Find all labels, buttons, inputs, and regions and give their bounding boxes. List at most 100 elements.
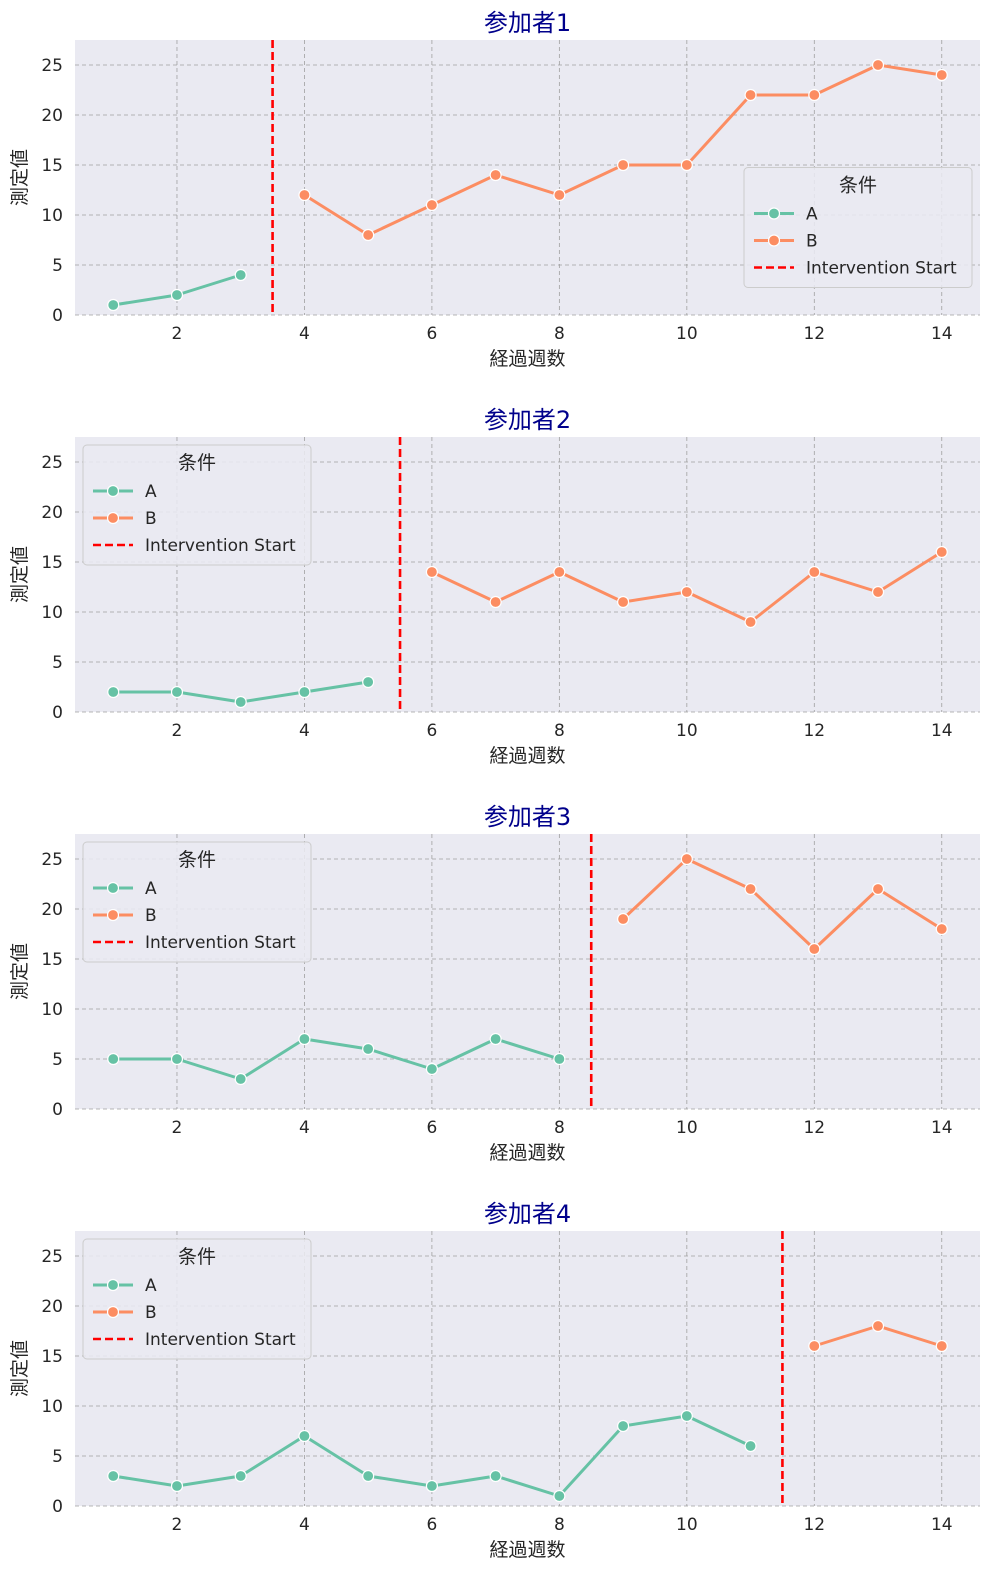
y-tick-label: 20 xyxy=(41,1297,63,1317)
data-point-B xyxy=(935,545,948,559)
y-tick-label: 5 xyxy=(52,1050,63,1070)
chart-panel-1: 2 4 6 8 10 12 14 0 5 10 15 20 25 参加者1 経過週数 測定値 条件 AB Inter… xyxy=(9,9,980,370)
data-point-B xyxy=(680,585,693,599)
data-point-A xyxy=(616,1419,630,1433)
data-point-A xyxy=(489,1032,502,1046)
data-point-A xyxy=(553,1052,566,1066)
data-point-A xyxy=(362,1469,375,1483)
y-tick-label: 10 xyxy=(41,603,63,623)
x-tick-label: 2 xyxy=(172,1118,183,1138)
legend-marker-B xyxy=(767,234,781,247)
legend-marker-A xyxy=(767,207,781,220)
data-point-B xyxy=(362,228,375,242)
legend-box xyxy=(82,841,312,963)
legend: 条件 AB Intervention Start xyxy=(82,841,312,963)
data-point-B xyxy=(808,565,821,579)
data-point-B xyxy=(680,158,693,172)
data-point-A xyxy=(425,1062,439,1076)
data-point-B xyxy=(298,188,311,202)
x-tick-label: 10 xyxy=(676,1515,698,1535)
x-tick-label: 4 xyxy=(299,1118,310,1138)
chart-title: 参加者3 xyxy=(484,803,571,831)
x-tick-label: 8 xyxy=(554,324,565,344)
data-point-A xyxy=(234,268,247,282)
legend-label: Intervention Start xyxy=(145,933,296,953)
legend-label: Intervention Start xyxy=(145,1330,296,1350)
data-point-B xyxy=(935,68,948,82)
legend-label: B xyxy=(145,906,157,926)
data-point-B xyxy=(744,615,757,629)
data-point-B xyxy=(871,882,885,896)
x-tick-label: 14 xyxy=(931,324,953,344)
y-tick-label: 15 xyxy=(41,1347,63,1367)
data-point-B xyxy=(871,585,885,599)
data-point-A xyxy=(107,685,120,699)
x-tick-label: 14 xyxy=(931,1118,953,1138)
legend-box xyxy=(743,167,973,288)
y-tick-label: 15 xyxy=(41,553,63,573)
legend-marker-B xyxy=(106,511,120,525)
y-tick-label: 5 xyxy=(52,653,63,673)
x-tick-label: 14 xyxy=(931,1515,953,1535)
y-tick-label: 10 xyxy=(41,1397,63,1417)
data-point-B xyxy=(935,922,948,936)
data-point-A xyxy=(107,298,120,312)
x-tick-label: 8 xyxy=(554,1515,565,1535)
legend-label: A xyxy=(145,879,157,899)
data-point-A xyxy=(234,1072,247,1086)
data-point-B xyxy=(489,595,502,609)
series-line-B xyxy=(622,857,943,951)
legend-label: B xyxy=(806,232,818,252)
legend-marker-A xyxy=(106,881,120,895)
chart-panel-3: 2 4 6 8 10 12 14 0 5 10 15 20 25 参加者3 経過週数 測定値 条件 AB Inter… xyxy=(9,803,980,1164)
y-tick-label: 0 xyxy=(52,306,63,326)
legend: 条件 AB Intervention Start xyxy=(82,1238,312,1360)
data-point-B xyxy=(744,88,757,102)
data-point-B xyxy=(935,1339,948,1353)
data-point-A xyxy=(553,1489,566,1503)
y-axis-label: 測定値 xyxy=(9,546,31,603)
data-point-B xyxy=(616,158,630,172)
data-point-B xyxy=(616,912,630,926)
data-point-B xyxy=(808,88,821,102)
x-tick-label: 10 xyxy=(676,324,698,344)
data-point-A xyxy=(298,685,311,699)
legend-label: A xyxy=(145,1276,157,1296)
y-tick-label: 15 xyxy=(41,156,63,176)
legend-label: B xyxy=(145,509,157,529)
data-point-A xyxy=(744,1439,757,1453)
x-tick-label: 6 xyxy=(426,324,437,344)
data-point-B xyxy=(425,198,439,212)
y-tick-label: 10 xyxy=(41,206,63,226)
data-point-B xyxy=(808,1339,821,1353)
data-point-A xyxy=(489,1469,502,1483)
y-tick-label: 0 xyxy=(52,703,63,723)
data-point-A xyxy=(170,1479,184,1493)
data-point-B xyxy=(871,58,885,72)
data-point-B xyxy=(744,882,757,896)
y-axis-label: 測定値 xyxy=(9,943,31,1000)
x-tick-label: 6 xyxy=(426,1515,437,1535)
legend-label: A xyxy=(145,482,157,502)
data-point-A xyxy=(425,1479,439,1493)
data-point-A xyxy=(298,1032,311,1046)
legend-marker-A xyxy=(106,484,120,498)
legend-title: 条件 xyxy=(178,452,216,474)
series-line-A xyxy=(113,1037,560,1081)
x-tick-label: 10 xyxy=(676,1118,698,1138)
y-tick-label: 25 xyxy=(41,453,63,473)
legend-box xyxy=(82,444,312,566)
legend: 条件 AB Intervention Start xyxy=(82,444,312,566)
x-tick-label: 2 xyxy=(172,721,183,741)
legend: 条件 AB Intervention Start xyxy=(743,167,973,288)
data-point-B xyxy=(680,852,693,866)
data-point-A xyxy=(107,1052,120,1066)
data-point-B xyxy=(425,565,439,579)
x-axis-label: 経過週数 xyxy=(489,1142,565,1164)
data-point-A xyxy=(234,695,247,709)
x-tick-label: 8 xyxy=(554,721,565,741)
data-point-A xyxy=(298,1429,311,1443)
y-tick-label: 5 xyxy=(52,256,63,276)
data-point-B xyxy=(489,168,502,182)
